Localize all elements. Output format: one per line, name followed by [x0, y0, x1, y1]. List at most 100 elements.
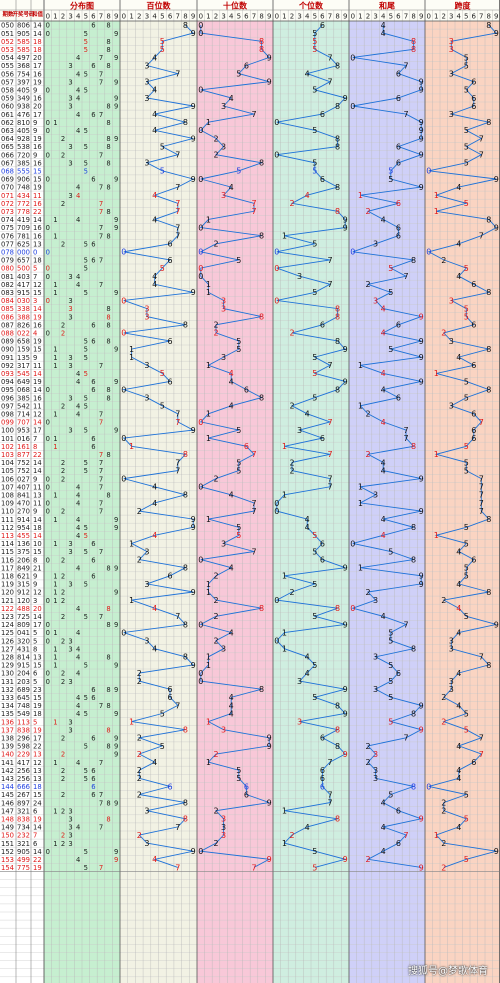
dist-mark: 2 — [61, 767, 65, 775]
dist-mark: 9 — [114, 176, 118, 184]
issue-cell: 111 — [1, 516, 14, 524]
trend-mark: 6 — [396, 231, 401, 240]
issue-cell: 094 — [1, 378, 14, 386]
trend-mark: 9 — [343, 620, 348, 629]
draw-cell: 781 — [17, 232, 30, 240]
trend-mark: 2 — [289, 458, 294, 467]
trend-mark: 1 — [358, 483, 363, 492]
dist-mark: 0 — [46, 475, 50, 483]
sum-cell: 15 — [33, 791, 42, 799]
draw-cell: 120 — [17, 597, 30, 605]
dist-mark: 7 — [99, 791, 103, 799]
dist-mark: 6 — [91, 257, 95, 265]
draw-cell: 725 — [17, 613, 30, 621]
issue-cell: 126 — [1, 637, 14, 645]
dist-mark: 9 — [114, 516, 118, 524]
trend-mark: 4 — [456, 742, 461, 751]
dist-mark: 9 — [114, 564, 118, 572]
trend-mark: 4 — [229, 701, 234, 710]
dist-mark: 4 — [76, 605, 80, 613]
trend-mark: 1 — [206, 653, 211, 662]
trend-mark: 7 — [479, 499, 484, 508]
trend-mark: 8 — [183, 798, 188, 807]
trend-mark: 5 — [312, 45, 317, 54]
draw-cell: 296 — [17, 734, 30, 742]
sum-cell: 14 — [33, 848, 42, 856]
trend-mark: 1 — [206, 580, 211, 589]
dist-mark: 4 — [76, 856, 80, 864]
draw-cell: 598 — [17, 743, 30, 751]
trend-line-1 — [199, 25, 271, 868]
draw-cell: 431 — [17, 645, 30, 653]
trend-line-4 — [427, 24, 498, 868]
trend-line-0 — [122, 24, 195, 868]
trend-mark: 0 — [350, 53, 355, 62]
sum-cell: 22 — [33, 743, 42, 751]
sum-cell: 14 — [33, 459, 42, 467]
dist-mark: 4 — [76, 670, 80, 678]
dist-mark: 1 — [53, 645, 57, 653]
trend-mark: 4 — [229, 564, 234, 573]
dist-mark: 4 — [76, 184, 80, 192]
draw-cell: 499 — [17, 856, 30, 864]
trend-mark: 1 — [434, 450, 439, 459]
trend-mark: 5 — [464, 393, 469, 402]
sum-cell: 19 — [33, 702, 42, 710]
dist-mark: 9 — [114, 346, 118, 354]
trend-mark: 5 — [464, 855, 469, 864]
trend-mark: 0 — [198, 21, 203, 30]
dist-mark: 5 — [84, 370, 88, 378]
trend-mark: 3 — [449, 337, 454, 346]
dist-mark: 2 — [61, 467, 65, 475]
draw-cell: 754 — [17, 70, 30, 78]
draw-cell: 838 — [17, 726, 30, 734]
trend-mark: 0 — [198, 223, 203, 232]
dist-mark: 8 — [106, 702, 110, 710]
trend-mark: 6 — [396, 807, 401, 816]
draw-cell: 778 — [17, 208, 30, 216]
draw-cell: 814 — [17, 653, 30, 661]
dist-mark: 8 — [106, 119, 110, 127]
dist-mark: 8 — [106, 564, 110, 572]
trend-mark: 6 — [396, 393, 401, 402]
trend-mark: 1 — [434, 191, 439, 200]
trend-mark: 0 — [426, 782, 431, 791]
dist-mark: 0 — [46, 224, 50, 232]
trend-mark: 3 — [221, 102, 226, 111]
trend-mark: 5 — [388, 288, 393, 297]
dist-mark: 9 — [114, 751, 118, 759]
trend-mark: 4 — [456, 580, 461, 589]
trend-mark: 8 — [335, 385, 340, 394]
issue-cell: 072 — [1, 200, 14, 208]
issue-cell: 144 — [1, 783, 14, 791]
trend-mark: 1 — [358, 191, 363, 200]
header-digit: 5 — [464, 13, 468, 21]
draw-cell: 256 — [17, 767, 30, 775]
trend-mark: 8 — [486, 215, 491, 224]
trend-mark: 2 — [213, 636, 218, 645]
sum-cell: 12 — [33, 759, 42, 767]
header-digit: 9 — [343, 13, 347, 21]
trend-mark: 6 — [471, 321, 476, 330]
trend-mark: 4 — [229, 709, 234, 718]
dist-mark: 6 — [91, 443, 95, 451]
trend-mark: 8 — [335, 207, 340, 216]
dist-mark: 7 — [99, 362, 103, 370]
trend-mark: 3 — [373, 653, 378, 662]
draw-cell: 068 — [17, 386, 30, 394]
trend-mark: 0 — [121, 385, 126, 394]
trend-mark: 0 — [198, 248, 203, 257]
trend-mark: 3 — [221, 645, 226, 654]
trend-mark: 6 — [471, 426, 476, 435]
dist-mark: 5 — [84, 548, 88, 556]
draw-cell: 455 — [17, 532, 30, 540]
trend-mark: 4 — [456, 272, 461, 281]
trend-mark: 0 — [198, 418, 203, 427]
trend-mark: 4 — [229, 402, 234, 411]
draw-cell: 953 — [17, 427, 30, 435]
issue-cell: 087 — [1, 321, 14, 329]
dist-mark: 5 — [84, 662, 88, 670]
dist-mark: 0 — [46, 265, 50, 273]
dist-mark: 4 — [76, 516, 80, 524]
header-digit: 3 — [145, 13, 149, 21]
